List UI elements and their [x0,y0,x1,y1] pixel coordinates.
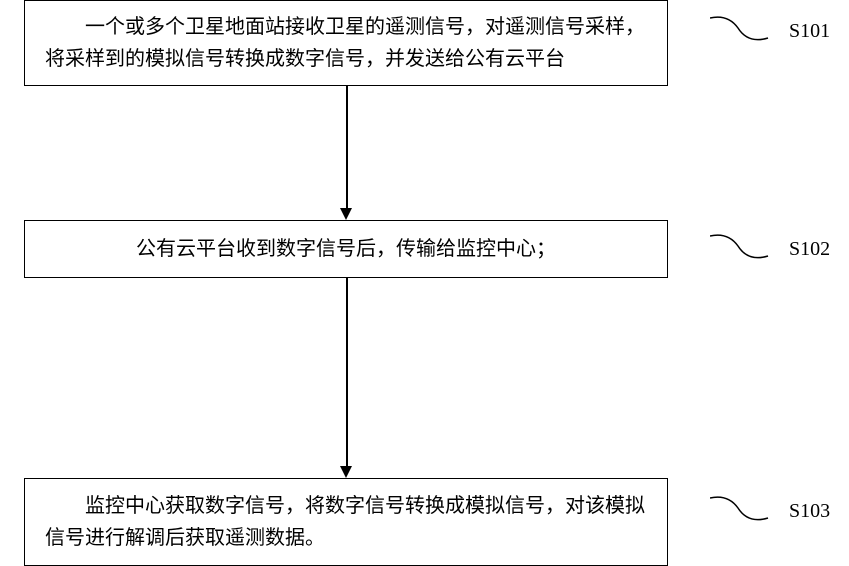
flow-node-s103: 监控中心获取数字信号，将数字信号转换成模拟信号，对该模拟信号进行解调后获取遥测数… [24,478,668,566]
flow-label-s101: S101 [789,20,830,43]
flow-label-s102: S102 [789,238,830,261]
flow-node-s101: 一个或多个卫星地面站接收卫星的遥测信号，对遥测信号采样，将采样到的模拟信号转换成… [24,0,668,86]
brace-s102 [710,232,770,264]
flow-label-s103: S103 [789,500,830,523]
arrow-s101-s102 [346,86,348,208]
brace-s103 [710,494,770,526]
arrow-s102-s103 [346,278,348,466]
brace-s101 [710,14,770,46]
arrow-head-s101-s102 [340,208,352,220]
flow-node-s101-text: 一个或多个卫星地面站接收卫星的遥测信号，对遥测信号采样，将采样到的模拟信号转换成… [45,11,647,75]
flow-node-s102-text: 公有云平台收到数字信号后，传输给监控中心； [45,233,647,265]
arrow-head-s102-s103 [340,466,352,478]
flow-node-s103-text: 监控中心获取数字信号，将数字信号转换成模拟信号，对该模拟信号进行解调后获取遥测数… [45,490,647,554]
flow-node-s102: 公有云平台收到数字信号后，传输给监控中心； [24,220,668,278]
